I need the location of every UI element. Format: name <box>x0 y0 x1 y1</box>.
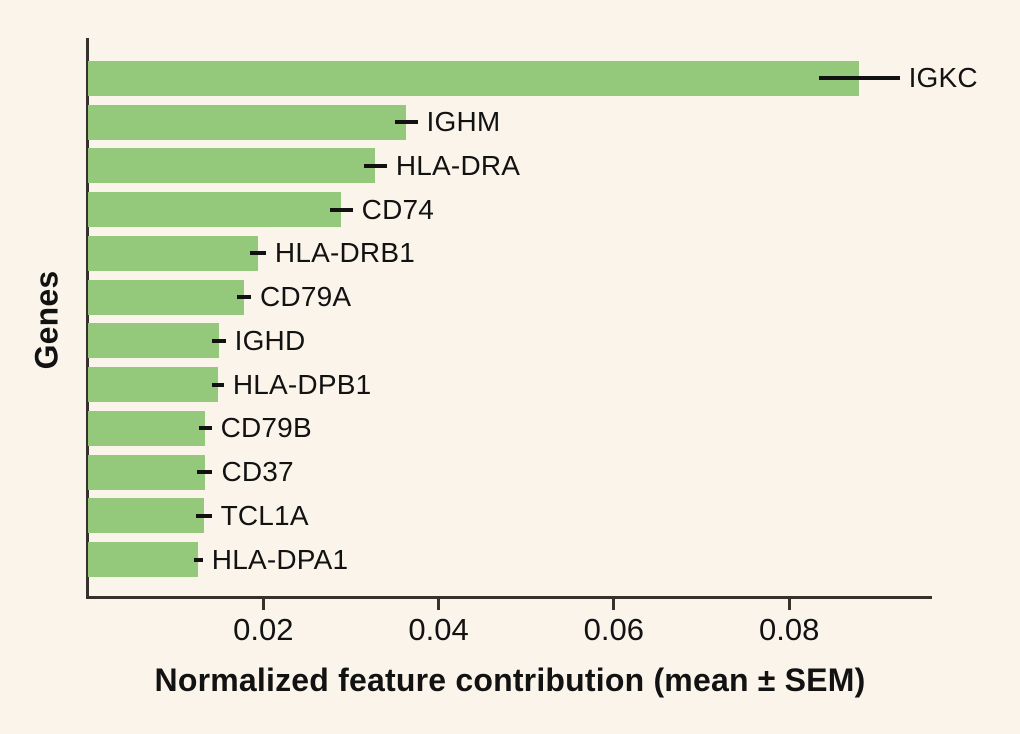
x-axis-line <box>86 596 932 599</box>
bar-label-ighd: IGHD <box>234 324 306 356</box>
bar-ighd <box>88 323 219 359</box>
bar-label-hla-dpb1: HLA-DPB1 <box>232 368 372 400</box>
bar-ighm <box>88 104 407 140</box>
bar-label-cd74: CD74 <box>361 193 435 225</box>
x-tick-0.08 <box>787 599 791 610</box>
error-bar-hla-dpa1 <box>194 557 203 562</box>
error-bar-ighd <box>211 338 226 343</box>
error-bar-hla-dra <box>364 163 387 168</box>
bar-hla-dpa1 <box>88 542 199 578</box>
x-tick-0.06 <box>612 599 616 610</box>
error-bar-cd37 <box>196 470 213 475</box>
bar-label-hla-drb1: HLA-DRB1 <box>274 237 415 269</box>
bar-label-igkc: IGKC <box>908 62 978 94</box>
bar-label-tcl1a: TCL1A <box>220 499 309 531</box>
bar-igkc <box>88 60 860 96</box>
x-tick-label-0.02: 0.02 <box>233 612 294 647</box>
bar-label-ighm: IGHM <box>426 106 501 138</box>
x-tick-0.04 <box>437 599 441 610</box>
x-tick-label-0.06: 0.06 <box>583 612 645 647</box>
error-bar-hla-drb1 <box>250 251 266 256</box>
error-bar-hla-dpb1 <box>211 382 224 387</box>
bar-hla-dpb1 <box>88 367 218 403</box>
x-axis-label: Normalized feature contribution (mean ± … <box>154 662 866 698</box>
error-bar-cd74 <box>329 207 353 212</box>
bar-cd79b <box>88 410 206 446</box>
bar-label-cd79a: CD79A <box>260 281 352 313</box>
error-bar-ighm <box>394 120 418 125</box>
bar-cd37 <box>88 454 205 490</box>
bar-tcl1a <box>88 498 204 534</box>
x-tick-label-0.04: 0.04 <box>408 612 469 647</box>
error-bar-tcl1a <box>195 513 212 518</box>
bar-hla-dra <box>88 148 376 184</box>
error-bar-cd79a <box>236 295 251 300</box>
bar-cd79a <box>88 279 244 315</box>
error-bar-igkc <box>818 76 900 81</box>
error-bar-cd79b <box>199 426 212 431</box>
x-tick-0.02 <box>261 599 265 610</box>
bar-label-cd37: CD37 <box>221 456 294 488</box>
bar-cd74 <box>88 192 342 228</box>
y-axis-label: Genes <box>28 270 65 370</box>
x-tick-label-0.08: 0.08 <box>758 612 820 647</box>
bar-label-cd79b: CD79B <box>220 412 312 444</box>
bar-label-hla-dra: HLA-DRA <box>395 149 521 181</box>
y-axis-line <box>86 38 89 599</box>
bar-hla-drb1 <box>88 235 259 271</box>
bar-label-hla-dpa1: HLA-DPA1 <box>211 543 349 575</box>
